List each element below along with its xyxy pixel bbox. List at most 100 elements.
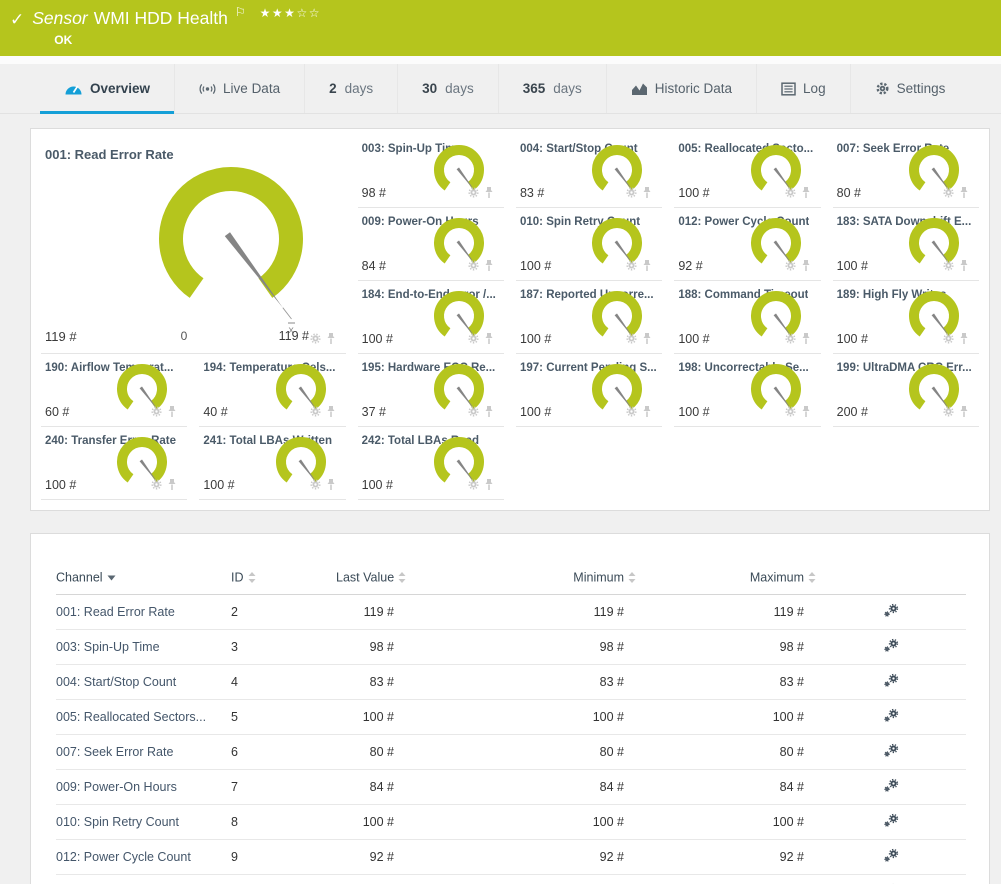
gauge-cell-001-read-error-rate[interactable]: x 0 119 # 001: Read Error Rate 119 # xyxy=(41,135,346,354)
gauge-pin-icon[interactable] xyxy=(959,405,969,421)
sort-icon[interactable] xyxy=(808,572,816,584)
channel-name[interactable]: 004: Start/Stop Count xyxy=(56,664,231,700)
gauge-settings-icon[interactable] xyxy=(309,332,322,348)
gauge-pin-icon[interactable] xyxy=(326,405,336,421)
gauge-pin-icon[interactable] xyxy=(167,478,177,494)
tab-log[interactable]: Log xyxy=(756,64,850,113)
gauge-pin-icon[interactable] xyxy=(801,405,811,421)
sort-icon[interactable] xyxy=(628,572,636,584)
priority-stars[interactable]: ★★★☆☆ xyxy=(260,6,321,20)
sort-icon[interactable] xyxy=(248,572,256,584)
tab-days[interactable]: 2 days xyxy=(304,64,397,113)
column-header-id[interactable]: ID xyxy=(231,564,336,595)
tab-days[interactable]: 365 days xyxy=(497,64,606,113)
gauge-cell-009[interactable]: 009: Power-On Hours 84 # xyxy=(357,208,504,281)
gauge-pin-icon[interactable] xyxy=(642,259,652,275)
channel-settings-icon[interactable] xyxy=(883,708,900,723)
gauge-cell-194[interactable]: 194: Temperature Cels... 40 # xyxy=(199,354,346,427)
gauge-pin-icon[interactable] xyxy=(642,186,652,202)
gauge-cell-197[interactable]: 197: Current Pending S... 100 # xyxy=(515,354,663,427)
gauge-cell-189[interactable]: 189: High Fly Writes 100 # xyxy=(832,281,979,354)
gauge-cell-190[interactable]: 190: Airflow Temperat... 60 # xyxy=(41,354,188,427)
channel-settings-icon[interactable] xyxy=(883,673,900,688)
gauge-pin-icon[interactable] xyxy=(484,259,494,275)
gauge-cell-183[interactable]: 183: SATA Downshift E... 100 # xyxy=(832,208,979,281)
gauge-cell-188[interactable]: 188: Command Timeout 100 # xyxy=(674,281,821,354)
gauge-settings-icon[interactable] xyxy=(942,405,955,421)
gauge-settings-icon[interactable] xyxy=(784,259,797,275)
gauge-pin-icon[interactable] xyxy=(959,186,969,202)
channel-name[interactable]: 001: Read Error Rate xyxy=(56,594,231,630)
channel-settings-icon[interactable] xyxy=(883,743,900,758)
gauge-cell-010[interactable]: 010: Spin Retry Count 100 # xyxy=(515,208,663,281)
column-header-last-value[interactable]: Last Value xyxy=(336,564,406,595)
gauge-pin-icon[interactable] xyxy=(959,332,969,348)
gauge-pin-icon[interactable] xyxy=(326,478,336,494)
gauge-settings-icon[interactable] xyxy=(784,332,797,348)
tab-settings[interactable]: Settings xyxy=(849,64,970,113)
gauge-pin-icon[interactable] xyxy=(484,332,494,348)
gauge-cell-195[interactable]: 195: Hardware ECC Re... 37 # xyxy=(357,354,504,427)
gauge-cell-004[interactable]: 004: Start/Stop Count 83 # xyxy=(515,135,663,208)
gauge-pin-icon[interactable] xyxy=(167,405,177,421)
gauge-settings-icon[interactable] xyxy=(150,405,163,421)
gauge-pin-icon[interactable] xyxy=(484,186,494,202)
flag-icon[interactable]: ⚐ xyxy=(234,5,246,19)
gauge-pin-icon[interactable] xyxy=(484,478,494,494)
gauge-settings-icon[interactable] xyxy=(625,186,638,202)
gauge-pin-icon[interactable] xyxy=(959,259,969,275)
gauge-cell-184[interactable]: 184: End-to-End error /... 100 # xyxy=(357,281,504,354)
gauge-pin-icon[interactable] xyxy=(801,259,811,275)
gauge-pin-icon[interactable] xyxy=(484,405,494,421)
column-header-maximum[interactable]: Maximum xyxy=(636,564,816,595)
gauge-settings-icon[interactable] xyxy=(625,405,638,421)
channel-name[interactable]: 183: SATA Downshift Err... xyxy=(56,874,231,884)
gauge-settings-icon[interactable] xyxy=(309,405,322,421)
channel-settings-icon[interactable] xyxy=(883,603,900,618)
gauge-pin-icon[interactable] xyxy=(642,332,652,348)
gauge-settings-icon[interactable] xyxy=(625,259,638,275)
gauge-settings-icon[interactable] xyxy=(467,259,480,275)
tab-overview[interactable]: Overview xyxy=(40,64,175,114)
gauge-cell-241[interactable]: 241: Total LBAs Written 100 # xyxy=(199,427,346,500)
channel-name[interactable]: 010: Spin Retry Count xyxy=(56,804,231,840)
sort-desc-icon[interactable] xyxy=(107,575,116,581)
gauge-cell-242[interactable]: 242: Total LBAs Read 100 # xyxy=(357,427,504,500)
gauge-settings-icon[interactable] xyxy=(942,332,955,348)
gauge-pin-icon[interactable] xyxy=(801,332,811,348)
channel-name[interactable]: 007: Seek Error Rate xyxy=(56,734,231,770)
sort-icon[interactable] xyxy=(398,572,406,584)
column-header-minimum[interactable]: Minimum xyxy=(406,564,636,595)
gauge-cell-007[interactable]: 007: Seek Error Rate 80 # xyxy=(832,135,979,208)
gauge-cell-012[interactable]: 012: Power Cycle Count 92 # xyxy=(674,208,821,281)
gauge-pin-icon[interactable] xyxy=(326,332,336,348)
gauge-settings-icon[interactable] xyxy=(784,186,797,202)
gauge-cell-005[interactable]: 005: Reallocated Secto... 100 # xyxy=(674,135,821,208)
gauge-settings-icon[interactable] xyxy=(942,259,955,275)
tab-historic-data[interactable]: Historic Data xyxy=(605,64,756,113)
gauge-settings-icon[interactable] xyxy=(150,478,163,494)
gauge-settings-icon[interactable] xyxy=(784,405,797,421)
gauge-pin-icon[interactable] xyxy=(801,186,811,202)
channel-name[interactable]: 005: Reallocated Sectors... xyxy=(56,699,231,735)
gauge-cell-198[interactable]: 198: Uncorrectable Se... 100 # xyxy=(674,354,821,427)
gauge-cell-199[interactable]: 199: UltraDMA CRC Err... 200 # xyxy=(832,354,979,427)
channel-name[interactable]: 003: Spin-Up Time xyxy=(56,629,231,665)
gauge-settings-icon[interactable] xyxy=(467,405,480,421)
gauge-settings-icon[interactable] xyxy=(309,478,322,494)
channel-settings-icon[interactable] xyxy=(883,778,900,793)
gauge-settings-icon[interactable] xyxy=(942,186,955,202)
column-header-channel[interactable]: Channel xyxy=(56,564,231,595)
gauge-pin-icon[interactable] xyxy=(642,405,652,421)
channel-settings-icon[interactable] xyxy=(883,848,900,863)
gauge-cell-187[interactable]: 187: Reported Uncorre... 100 # xyxy=(515,281,663,354)
channel-settings-icon[interactable] xyxy=(883,638,900,653)
gauge-settings-icon[interactable] xyxy=(467,186,480,202)
tab-live-data[interactable]: Live Data xyxy=(174,64,304,113)
channel-name[interactable]: 012: Power Cycle Count xyxy=(56,839,231,875)
gauge-settings-icon[interactable] xyxy=(625,332,638,348)
gauge-cell-240[interactable]: 240: Transfer Error Rate 100 # xyxy=(41,427,188,500)
tab-days[interactable]: 30 days xyxy=(397,64,498,113)
gauge-cell-003[interactable]: 003: Spin-Up Time 98 # xyxy=(357,135,504,208)
gauge-settings-icon[interactable] xyxy=(467,332,480,348)
